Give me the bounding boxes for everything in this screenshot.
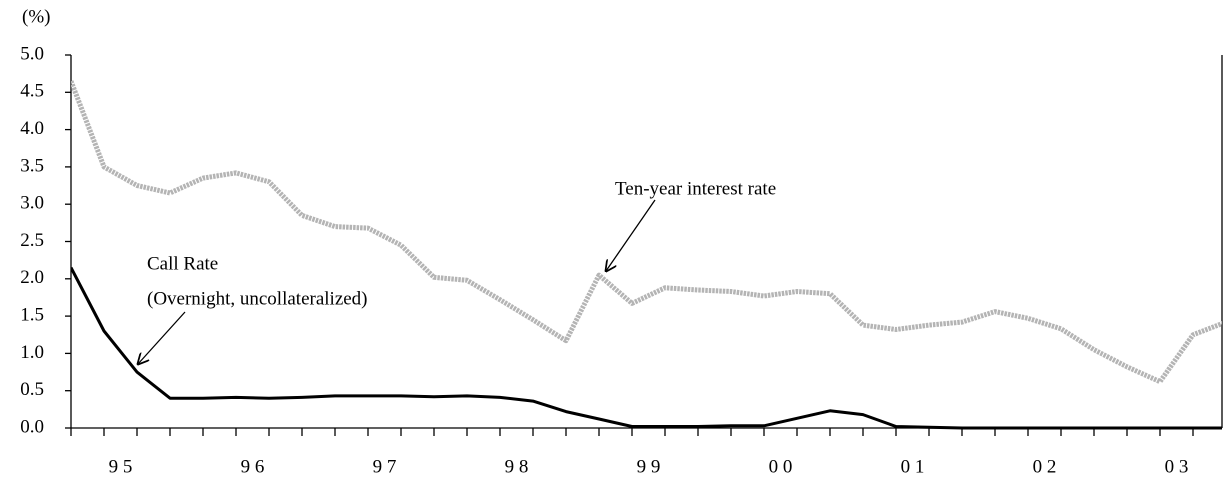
x-tick-label: 9 6 bbox=[241, 456, 265, 477]
y-tick-label: 0.5 bbox=[20, 379, 44, 400]
y-tick-label: 2.5 bbox=[20, 230, 44, 251]
y-tick-label: 1.0 bbox=[20, 342, 44, 363]
y-tick-label: 3.5 bbox=[20, 155, 44, 176]
ten-year-arrow bbox=[606, 199, 656, 271]
call-rate-arrow bbox=[138, 311, 186, 364]
x-tick-label: 0 1 bbox=[901, 456, 925, 477]
y-tick-label: 4.0 bbox=[20, 118, 44, 139]
x-tick-label: 9 7 bbox=[373, 456, 397, 477]
x-tick-label: 9 8 bbox=[505, 456, 529, 477]
x-tick-label: 9 9 bbox=[637, 456, 661, 477]
call-rate-label: Call Rate bbox=[147, 253, 218, 274]
x-tick-label: 0 0 bbox=[769, 456, 793, 477]
ten-year-label: Ten-year interest rate bbox=[615, 178, 776, 199]
x-tick-label: 0 3 bbox=[1165, 456, 1189, 477]
x-tick-label: 9 5 bbox=[109, 456, 133, 477]
series-line bbox=[71, 80, 1222, 385]
y-tick-label: 1.5 bbox=[20, 304, 44, 325]
y-tick-label: 2.0 bbox=[20, 267, 44, 288]
x-tick-label: 0 2 bbox=[1033, 456, 1057, 477]
y-tick-label: 4.5 bbox=[20, 81, 44, 102]
y-tick-label: 3.0 bbox=[20, 193, 44, 214]
y-tick-label: 5.0 bbox=[20, 43, 44, 64]
y-tick-label: 0.0 bbox=[20, 416, 44, 437]
call-rate-note: (Overnight, uncollateralized) bbox=[147, 288, 368, 309]
y-axis-label: (%) bbox=[22, 6, 50, 27]
series-line bbox=[71, 266, 1222, 430]
